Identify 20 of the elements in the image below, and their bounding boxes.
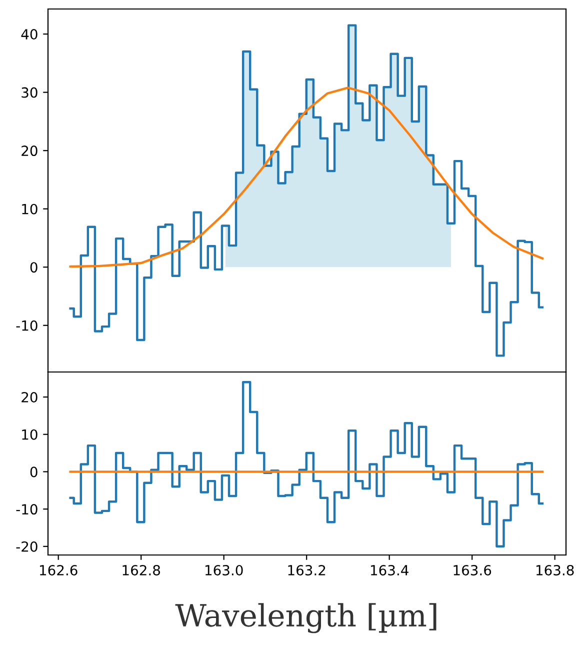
y-tick-label: 20 — [22, 392, 38, 402]
x-tick-label: 163.8 — [536, 564, 574, 576]
x-tick-label: 162.8 — [122, 564, 160, 576]
y-tick-label: 10 — [22, 429, 38, 440]
y-tick-label: -10 — [16, 504, 38, 515]
y-tick-label: 0 — [30, 466, 38, 478]
x-tick-label: 163.6 — [454, 564, 492, 576]
x-tick-label: 163.4 — [370, 564, 408, 576]
y-tick-label: 10 — [22, 204, 38, 214]
y-tick-label: 40 — [21, 29, 38, 40]
y-tick-label: -20 — [16, 541, 38, 552]
x-tick-label: 163.0 — [205, 564, 243, 576]
y-tick-label: 0 — [30, 262, 38, 273]
x-tick-label: 162.6 — [40, 564, 78, 576]
line-series — [69, 86, 544, 268]
y-tick-label: -10 — [16, 320, 38, 331]
y-tick-label: 30 — [22, 87, 38, 98]
x-axis-title: Wavelength [µm] — [175, 603, 436, 634]
y-tick-label: 20 — [22, 146, 38, 156]
x-tick-label: 163.2 — [288, 564, 326, 576]
